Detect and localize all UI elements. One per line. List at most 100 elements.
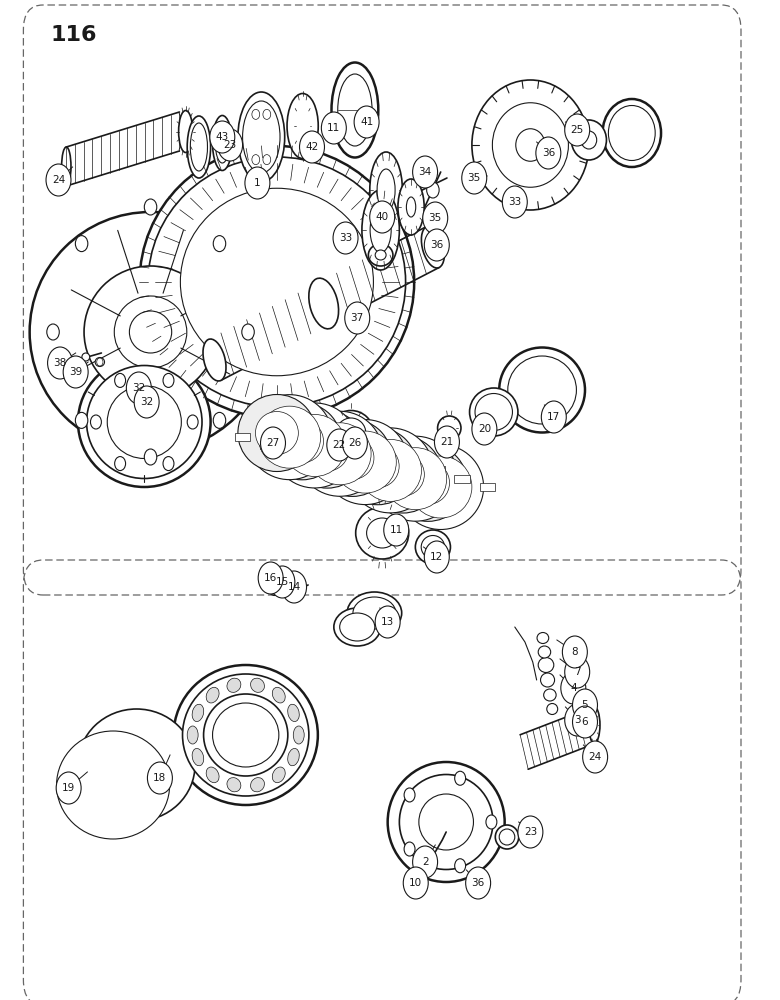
Bar: [328, 433, 344, 441]
Bar: [353, 441, 369, 449]
Text: 39: 39: [69, 367, 82, 377]
Ellipse shape: [421, 536, 445, 558]
Circle shape: [47, 324, 59, 340]
Ellipse shape: [250, 678, 264, 692]
Ellipse shape: [204, 694, 288, 776]
Ellipse shape: [129, 311, 172, 353]
Ellipse shape: [538, 658, 554, 672]
Circle shape: [327, 429, 352, 461]
Text: 36: 36: [542, 148, 555, 158]
Ellipse shape: [314, 419, 392, 496]
Ellipse shape: [243, 101, 280, 173]
Ellipse shape: [148, 157, 406, 407]
Text: 18: 18: [154, 773, 166, 783]
Circle shape: [462, 162, 487, 194]
Circle shape: [434, 426, 459, 458]
Text: 19: 19: [62, 783, 75, 793]
Circle shape: [282, 571, 307, 603]
Ellipse shape: [227, 778, 241, 792]
Ellipse shape: [82, 353, 90, 361]
Circle shape: [115, 457, 126, 471]
Ellipse shape: [246, 395, 332, 480]
Ellipse shape: [541, 673, 555, 687]
Text: 8: 8: [572, 647, 578, 657]
Circle shape: [210, 121, 235, 153]
Circle shape: [187, 415, 198, 429]
Circle shape: [427, 182, 439, 198]
Ellipse shape: [272, 687, 285, 703]
Ellipse shape: [538, 646, 551, 658]
Text: 17: 17: [548, 412, 560, 422]
Ellipse shape: [581, 131, 597, 149]
Text: 32: 32: [140, 397, 153, 407]
Circle shape: [536, 137, 561, 169]
Text: 15: 15: [276, 577, 289, 587]
Bar: [335, 466, 351, 474]
Text: 25: 25: [571, 125, 583, 135]
Ellipse shape: [215, 123, 229, 163]
Ellipse shape: [547, 704, 558, 714]
Circle shape: [263, 109, 271, 119]
Text: 16: 16: [264, 573, 277, 583]
Ellipse shape: [508, 356, 576, 424]
Circle shape: [562, 636, 587, 668]
Circle shape: [423, 202, 448, 234]
Ellipse shape: [338, 74, 372, 146]
Ellipse shape: [377, 169, 395, 211]
Ellipse shape: [470, 388, 518, 436]
Ellipse shape: [272, 767, 285, 783]
Circle shape: [370, 201, 395, 233]
Text: 11: 11: [328, 123, 340, 133]
Circle shape: [466, 867, 491, 899]
Text: 34: 34: [419, 167, 431, 177]
Ellipse shape: [173, 665, 318, 805]
Ellipse shape: [206, 767, 219, 783]
Ellipse shape: [364, 436, 442, 513]
Ellipse shape: [287, 94, 318, 158]
Circle shape: [250, 180, 257, 190]
Circle shape: [541, 401, 566, 433]
Text: 32: 32: [133, 383, 145, 393]
Circle shape: [424, 229, 449, 261]
Ellipse shape: [187, 116, 211, 178]
Circle shape: [342, 427, 367, 459]
Bar: [386, 483, 402, 491]
Circle shape: [345, 302, 370, 334]
Ellipse shape: [331, 436, 374, 479]
Ellipse shape: [370, 208, 391, 252]
Circle shape: [258, 562, 283, 594]
Text: 43: 43: [216, 132, 229, 142]
Circle shape: [455, 771, 466, 785]
Ellipse shape: [398, 179, 424, 235]
Text: 24: 24: [52, 175, 65, 185]
Bar: [404, 458, 420, 466]
Text: 41: 41: [360, 117, 373, 127]
Circle shape: [263, 155, 271, 165]
Ellipse shape: [370, 152, 402, 228]
Ellipse shape: [381, 453, 424, 496]
Ellipse shape: [87, 365, 202, 479]
Ellipse shape: [306, 428, 349, 471]
Ellipse shape: [287, 588, 295, 596]
Ellipse shape: [608, 105, 655, 160]
Circle shape: [48, 347, 73, 379]
Ellipse shape: [297, 411, 383, 496]
Text: 20: 20: [478, 424, 491, 434]
Circle shape: [245, 167, 270, 199]
Ellipse shape: [399, 774, 493, 869]
Ellipse shape: [367, 518, 398, 548]
Ellipse shape: [288, 748, 300, 766]
Ellipse shape: [362, 190, 399, 270]
Ellipse shape: [114, 296, 187, 368]
Circle shape: [321, 112, 346, 144]
Circle shape: [424, 541, 449, 573]
Ellipse shape: [353, 597, 395, 629]
Text: 2: 2: [422, 857, 428, 867]
Circle shape: [163, 373, 174, 387]
Ellipse shape: [347, 592, 402, 634]
Ellipse shape: [180, 188, 374, 376]
Circle shape: [583, 741, 608, 773]
Circle shape: [144, 449, 157, 465]
Ellipse shape: [544, 689, 556, 701]
Text: 23: 23: [524, 827, 537, 837]
